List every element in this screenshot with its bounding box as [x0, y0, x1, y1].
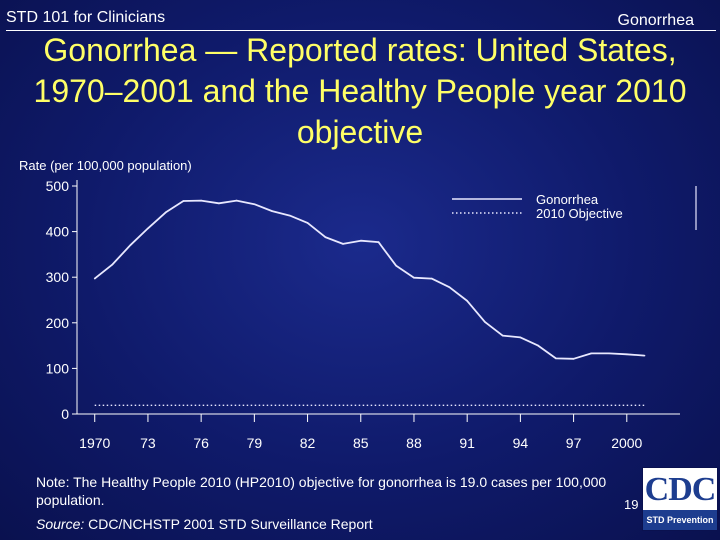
y-axis-label: Rate (per 100,000 population) [19, 158, 192, 173]
gonorrhea-data-point [413, 276, 415, 279]
gonorrhea-data-point [111, 263, 114, 266]
gonorrhea-data-point [519, 336, 522, 339]
x-tick-label: 88 [406, 435, 422, 451]
gonorrhea-data-point [608, 352, 610, 355]
y-tick-label: 300 [46, 269, 70, 285]
x-tick-label: 1970 [79, 435, 110, 451]
gonorrhea-data-point [289, 214, 291, 217]
gonorrhea-data-point [182, 200, 185, 202]
x-tick-label: 73 [140, 435, 156, 451]
source-label: Source: [36, 516, 85, 532]
gonorrhea-data-point [324, 236, 327, 238]
y-tick-label: 0 [61, 406, 69, 422]
gonorrhea-data-point [93, 277, 96, 280]
gonorrhea-data-point [359, 239, 362, 242]
cdc-logo: CDC STD Prevention [642, 467, 718, 531]
legend-label: Gonorrhea [536, 192, 599, 207]
header-divider [6, 30, 716, 31]
gonorrhea-data-point [430, 277, 433, 280]
cdc-logo-text: CDC [644, 471, 717, 508]
x-tick-label: 79 [247, 435, 263, 451]
x-tick-label: 91 [459, 435, 475, 451]
gonorrhea-data-point [342, 243, 344, 245]
gonorrhea-data-point [218, 202, 220, 205]
legend-label: 2010 Objective [536, 206, 623, 221]
gonorrhea-data-point [537, 344, 539, 347]
slide-source: Source: CDC/NCHSTP 2001 STD Surveillance… [36, 516, 373, 532]
gonorrhea-data-point [501, 334, 504, 337]
chart-series [93, 199, 646, 406]
gonorrhea-rate-chart: Rate (per 100,000 population) 0 100 200 300 4… [19, 158, 697, 451]
x-tick-label: 97 [566, 435, 582, 451]
gonorrhea-data-point [147, 227, 149, 230]
header-course-label: STD 101 for Clinicians [6, 9, 166, 26]
gonorrhea-data-point [164, 211, 167, 214]
x-tick-label: 85 [353, 435, 369, 451]
x-tick-label: 82 [300, 435, 316, 451]
gonorrhea-data-point [395, 265, 398, 267]
slide-title: Gonorrhea — Reported rates: United State… [33, 32, 687, 150]
gonorrhea-rate-line [94, 199, 645, 360]
gonorrhea-data-point [253, 203, 256, 206]
gonorrhea-data-point [235, 199, 238, 202]
page-number: 19 [624, 497, 639, 512]
gonorrhea-data-point [643, 354, 646, 357]
source-text: CDC/NCHSTP 2001 STD Surveillance Report [88, 516, 373, 532]
y-tick-label: 200 [46, 315, 70, 331]
gonorrhea-data-point [271, 210, 273, 212]
x-tick-label: 2000 [611, 435, 642, 451]
header-topic-label: Gonorrhea [617, 12, 695, 29]
gonorrhea-data-point [200, 199, 202, 202]
gonorrhea-data-point [590, 352, 593, 355]
gonorrhea-data-point [306, 222, 309, 224]
gonorrhea-data-point [129, 244, 132, 247]
x-tick-label: 76 [193, 435, 209, 451]
y-tick-label: 500 [46, 178, 70, 194]
gonorrhea-data-point [448, 286, 451, 289]
y-tick-label: 100 [46, 360, 70, 376]
gonorrhea-data-point [484, 321, 486, 323]
gonorrhea-data-point [625, 353, 628, 356]
chart-axes: Rate (per 100,000 population) 0 100 200 300 4… [19, 158, 680, 451]
gonorrhea-data-point [466, 300, 468, 302]
gonorrhea-data-point [377, 241, 380, 243]
y-tick-label: 400 [46, 224, 70, 240]
slide-note: Note: The Healthy People 2010 (HP2010) o… [36, 474, 607, 508]
x-tick-label: 94 [513, 435, 529, 451]
cdc-logo-band: STD Prevention [643, 510, 717, 530]
gonorrhea-data-point [555, 357, 557, 360]
gonorrhea-data-point [572, 358, 575, 360]
